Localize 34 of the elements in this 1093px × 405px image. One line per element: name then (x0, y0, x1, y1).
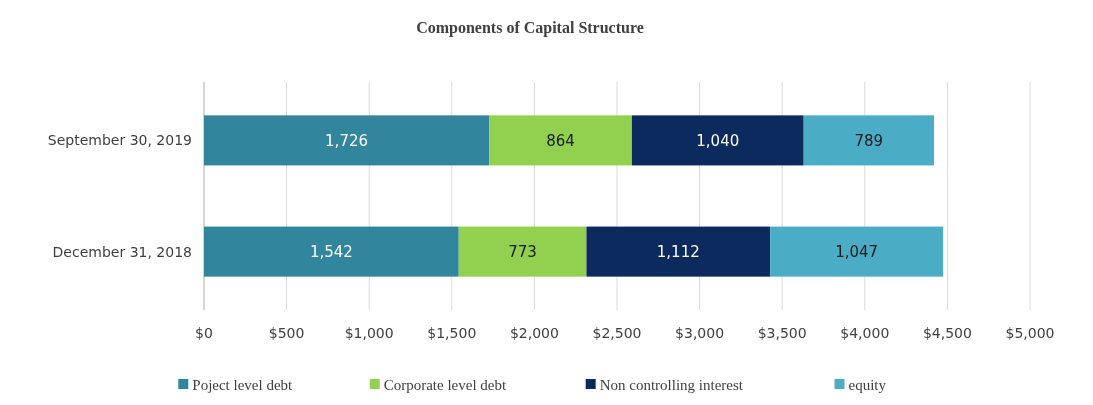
bar (631, 115, 804, 166)
x-tick-label: $5,000 (1005, 325, 1055, 341)
x-tick-label: $3,500 (757, 325, 807, 341)
bar (458, 226, 587, 277)
bar (770, 226, 944, 277)
bar (204, 115, 490, 166)
y-tick-label: September 30, 2019 (47, 132, 192, 149)
legend-label: Poject level debt (192, 377, 294, 394)
x-tick-label: $2,000 (509, 325, 559, 341)
data-label: 1,542 (309, 242, 353, 261)
x-tick-label: $4,500 (922, 325, 972, 341)
data-label: 864 (546, 131, 575, 150)
x-tick-label: $1,500 (427, 325, 477, 341)
data-label: 1,040 (696, 131, 740, 150)
x-tick-label: $1,000 (344, 325, 394, 341)
legend-label: equity (848, 377, 887, 394)
data-label: 773 (508, 242, 537, 261)
data-label: 789 (854, 131, 884, 150)
x-tick-label: $4,000 (840, 325, 890, 341)
x-tick-label: $3,000 (675, 325, 725, 341)
x-tick-label: $2,500 (592, 325, 642, 341)
legend-label: Non controlling interest (599, 377, 744, 394)
chart-title: Components of Capital Structure (416, 19, 644, 37)
data-label: 1,726 (325, 131, 369, 150)
bar (803, 115, 935, 166)
bar (586, 226, 771, 277)
x-tick-label: $500 (268, 325, 305, 341)
data-label: 1,112 (656, 242, 700, 261)
legend-label: Corporate level debt (383, 377, 507, 394)
bar (489, 115, 632, 166)
bar (204, 226, 459, 277)
x-tick-label: $0 (195, 325, 213, 341)
data-label: 1,047 (835, 242, 879, 261)
y-tick-label: December 31, 2018 (52, 243, 192, 260)
